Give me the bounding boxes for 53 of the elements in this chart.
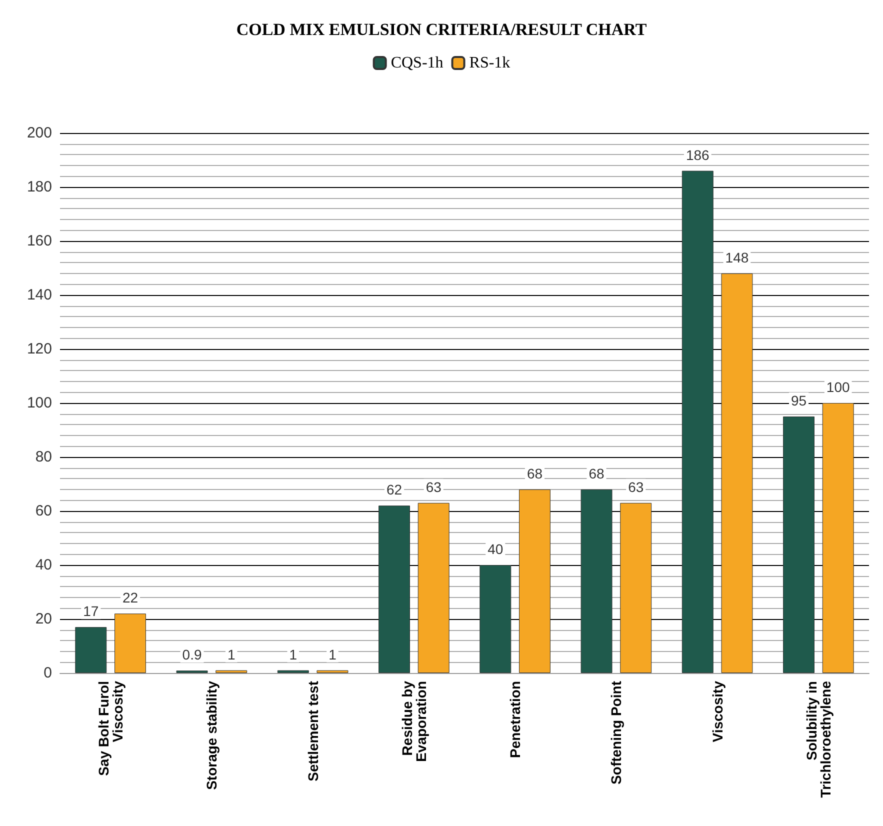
bar xyxy=(518,489,550,673)
bar xyxy=(682,170,714,673)
bar xyxy=(480,565,512,673)
bar xyxy=(418,502,450,673)
data-label: 68 xyxy=(588,465,605,482)
y-tick-label: 80 xyxy=(35,448,52,466)
y-tick-label: 200 xyxy=(26,124,52,142)
bar xyxy=(783,416,815,673)
x-tick-label: Softening Point xyxy=(608,680,624,784)
y-tick-label: 180 xyxy=(26,178,52,196)
data-label: 40 xyxy=(488,541,504,557)
data-label: 17 xyxy=(83,603,99,620)
data-label: 100 xyxy=(826,379,850,395)
data-label: 148 xyxy=(725,249,749,266)
x-tick-label: Solubility in Trichloroethylene xyxy=(803,680,834,798)
bar xyxy=(114,614,146,673)
x-tick-label: Say Bolt Furol Viscosity xyxy=(96,680,126,776)
data-label: 1 xyxy=(227,646,236,662)
data-label: 63 xyxy=(426,478,442,495)
y-tick-label: 100 xyxy=(26,394,52,412)
bar xyxy=(216,670,248,673)
y-tick-label: 140 xyxy=(26,286,52,304)
y-tick-label: 20 xyxy=(35,610,52,628)
data-label: 68 xyxy=(526,465,543,482)
data-label: 95 xyxy=(790,392,807,408)
data-label: 0.9 xyxy=(182,646,202,663)
x-tick-label: Viscosity xyxy=(709,680,726,742)
legend-label: RS-1k xyxy=(469,54,510,72)
y-tick-label: 160 xyxy=(26,232,52,250)
data-label: 63 xyxy=(628,478,644,495)
data-label: 22 xyxy=(122,590,138,606)
bar xyxy=(75,627,107,673)
data-label: 62 xyxy=(386,482,402,498)
bar xyxy=(721,273,753,673)
y-tick-label: 60 xyxy=(35,502,52,520)
bar xyxy=(277,670,309,673)
y-tick-label: 40 xyxy=(35,556,52,574)
bar xyxy=(822,403,854,673)
data-label: 1 xyxy=(328,646,337,662)
x-tick-label: Penetration xyxy=(507,681,524,758)
chart-title: COLD MIX EMULSION CRITERIA/RESULT CHART xyxy=(236,20,648,39)
y-tick-label: 120 xyxy=(26,340,52,358)
x-tick-label: Storage stability xyxy=(204,680,220,790)
data-label: 186 xyxy=(686,146,710,163)
legend-label: CQS-1h xyxy=(390,54,444,72)
y-tick-label: 0 xyxy=(44,664,52,682)
bar xyxy=(620,502,652,673)
data-label: 1 xyxy=(289,646,298,662)
bar xyxy=(580,489,612,673)
bar xyxy=(378,506,410,673)
x-tick-label: Settlement test xyxy=(304,680,321,782)
bar xyxy=(316,670,348,673)
x-tick-label: Residue by Evaporation xyxy=(398,680,429,762)
